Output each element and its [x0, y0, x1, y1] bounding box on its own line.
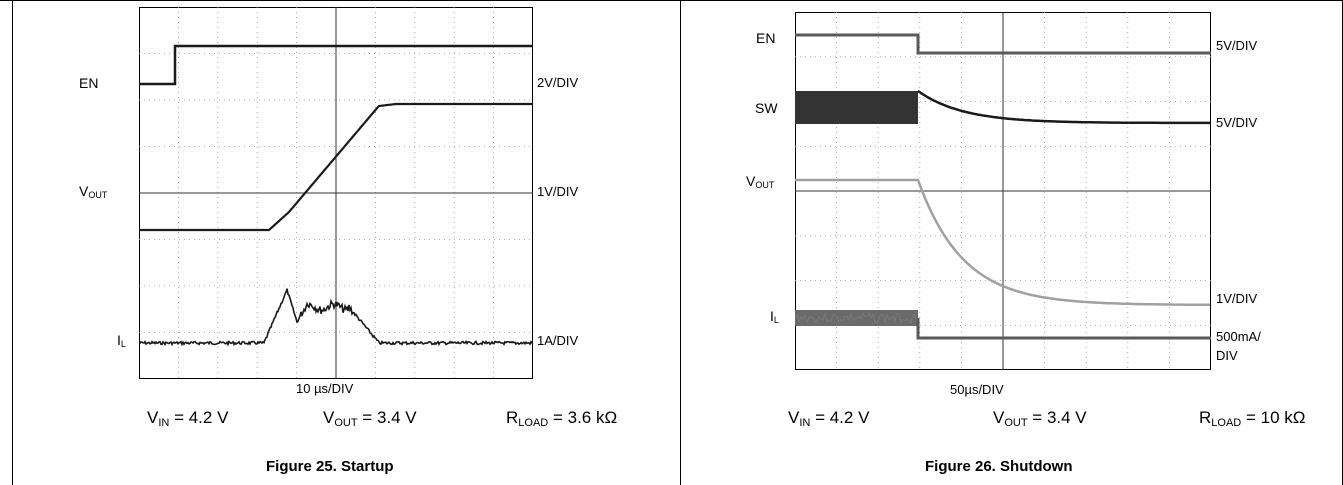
shutdown-rload: RLOAD = 10 kΩ: [1199, 408, 1306, 429]
startup-scope: [138, 7, 534, 384]
shutdown-il-scale-line1: 500mA/: [1216, 329, 1261, 344]
shutdown-en-scale: 5V/DIV: [1216, 38, 1258, 53]
startup-en-trace: [139, 44, 533, 86]
shutdown-caption: Figure 26. Shutdown: [925, 458, 1073, 475]
shutdown-sw-trace: [917, 89, 1211, 125]
startup-il-label: IL: [117, 332, 126, 349]
startup-il-scale: 1A/DIV: [537, 333, 579, 348]
startup-vout: VOUT = 3.4 V: [323, 408, 417, 429]
shutdown-en-label: EN: [756, 30, 776, 46]
shutdown-vout-scale: 1V/DIV: [1216, 291, 1258, 306]
shutdown-figure-panel: EN SW VOUT IL 5V/DIV 5V/DIV 1V/DIV 500mA…: [680, 0, 1343, 485]
shutdown-vout-trace: [795, 178, 1210, 307]
shutdown-sw-switching-band: [795, 91, 918, 124]
startup-scope-plot: [138, 7, 534, 379]
shutdown-sw-scale: 5V/DIV: [1216, 115, 1258, 130]
startup-figure-panel: EN VOUT IL 2V/DIV 1V/DIV 1A/DIV 10 µs/DI…: [12, 0, 681, 485]
shutdown-vin: VIN = 4.2 V: [788, 408, 870, 429]
startup-timebase: 10 µs/DIV: [296, 381, 354, 396]
startup-vout-label: VOUT: [79, 183, 108, 200]
shutdown-scope-plot: [794, 12, 1211, 370]
shutdown-il-noise-trace: [794, 311, 918, 325]
top-border: [0, 0, 1343, 1]
startup-vin: VIN = 4.2 V: [147, 408, 229, 429]
startup-vout-scale: 1V/DIV: [537, 184, 579, 199]
startup-il-trace: [138, 288, 534, 347]
startup-caption: Figure 25. Startup: [266, 458, 394, 475]
shutdown-vout: VOUT = 3.4 V: [993, 408, 1087, 429]
shutdown-il-scale-line2: DIV: [1216, 348, 1238, 363]
startup-en-scale: 2V/DIV: [537, 75, 579, 90]
startup-en-label: EN: [79, 75, 99, 91]
startup-vout-trace: [139, 102, 533, 232]
shutdown-il-trace: [916, 318, 1211, 340]
shutdown-il-label: IL: [770, 308, 779, 325]
shutdown-scope: [794, 12, 1211, 375]
shutdown-en-trace: [795, 33, 1211, 55]
shutdown-sw-label: SW: [755, 100, 778, 116]
shutdown-vout-label: VOUT: [746, 173, 775, 190]
shutdown-timebase: 50µs/DIV: [950, 382, 1004, 397]
startup-rload: RLOAD = 3.6 kΩ: [506, 408, 618, 429]
